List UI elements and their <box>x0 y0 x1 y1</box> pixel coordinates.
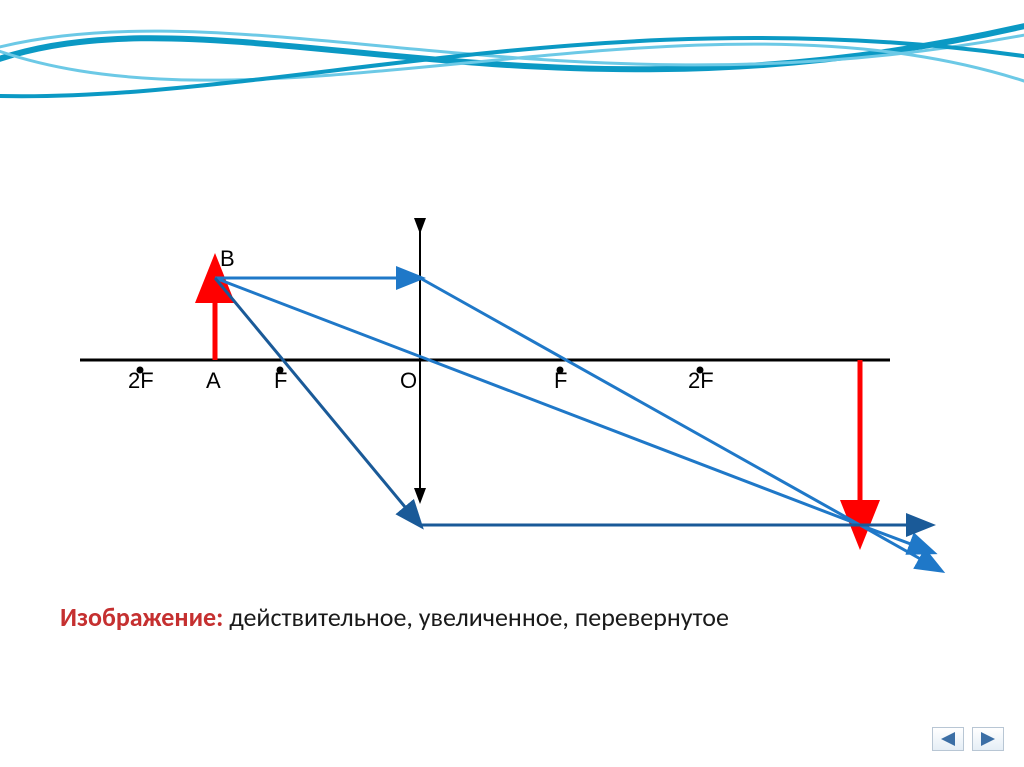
wave-1 <box>0 20 1024 70</box>
label-F-left: F <box>274 368 287 394</box>
diagram-svg <box>60 170 960 590</box>
lens-ray-diagram: 2F A B F O F 2F <box>60 170 960 590</box>
label-O: O <box>400 368 417 394</box>
label-2F-left: 2F <box>128 368 154 394</box>
ray-parallel-ext <box>860 525 940 570</box>
label-A: A <box>206 368 221 394</box>
triangle-right-icon <box>977 730 999 748</box>
decorative-waves <box>0 0 1024 150</box>
ray-center <box>215 278 860 525</box>
label-2F-right: 2F <box>688 368 714 394</box>
slide-nav <box>930 727 1006 753</box>
next-slide-button[interactable] <box>972 727 1004 751</box>
ray-parallel-refracted <box>420 278 860 525</box>
wave-2 <box>0 30 1024 65</box>
prev-slide-button[interactable] <box>932 727 964 751</box>
wave-3 <box>0 40 1024 90</box>
ray-center-ext <box>860 525 932 552</box>
triangle-left-icon <box>937 730 959 748</box>
ray-focal-incident <box>215 278 420 525</box>
label-B: B <box>220 246 235 272</box>
caption-rest: действительное, увеличенное, перевернуто… <box>223 601 729 633</box>
caption: Изображение: действительное, увеличенное… <box>60 600 729 635</box>
wave-4 <box>0 38 1024 96</box>
label-F-right: F <box>554 368 567 394</box>
caption-lead: Изображение: <box>60 601 223 633</box>
